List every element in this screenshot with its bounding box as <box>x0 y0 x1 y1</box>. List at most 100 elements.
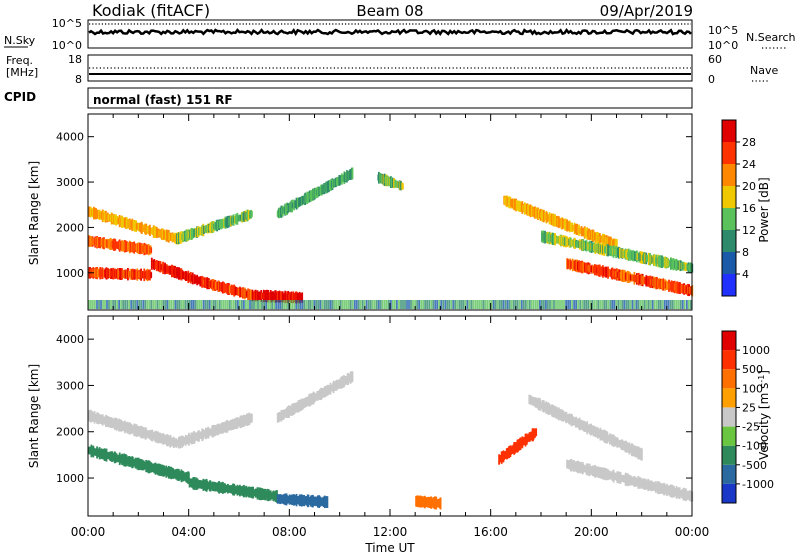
ground-scatter-cell <box>132 300 135 310</box>
nave-label: Nave <box>750 64 778 77</box>
ground-scatter-cell <box>124 300 126 310</box>
ground-scatter-cell <box>319 300 322 310</box>
ground-scatter-cell <box>444 300 447 310</box>
ground-scatter-cell <box>301 300 304 310</box>
ground-scatter-cell <box>92 300 94 310</box>
echo-cell <box>641 448 643 461</box>
noise-tick-top: 10^5 <box>52 17 82 30</box>
ground-scatter-cell <box>565 300 567 310</box>
ground-scatter-cell <box>170 300 173 310</box>
ground-scatter-cell <box>134 300 137 310</box>
power-panel: 1000 2000 3000 4000 Slant Range [km] 4 8 12 16… <box>27 113 771 311</box>
ground-scatter-cell <box>273 300 275 310</box>
ground-scatter-cell <box>309 300 312 310</box>
ground-scatter-cell <box>456 300 459 310</box>
ground-scatter-cell <box>573 300 575 310</box>
ground-scatter-cell <box>633 300 636 310</box>
ground-scatter-cell <box>625 300 628 310</box>
ground-scatter-cell <box>555 300 557 310</box>
y-tick-label: 1000 <box>56 267 84 280</box>
ground-scatter-cell <box>224 300 227 310</box>
ground-scatter-cell <box>569 300 571 310</box>
ground-scatter-cell <box>174 300 177 310</box>
ground-scatter-cell <box>530 300 533 310</box>
ground-scatter-cell <box>94 300 96 310</box>
ground-scatter-cell <box>398 300 400 310</box>
ground-scatter-cell <box>283 300 286 310</box>
ground-scatter-cell <box>446 300 449 310</box>
ground-scatter-cell <box>418 300 420 310</box>
ground-scatter-cell <box>581 300 584 310</box>
ground-scatter-cell <box>512 300 515 310</box>
velocity-y-axis-label: Slant Range [km] <box>27 364 41 468</box>
y-tick-label: 4000 <box>56 131 84 144</box>
ground-scatter-cell <box>484 300 487 310</box>
ground-scatter-cell <box>166 300 169 310</box>
ground-scatter-cell <box>271 300 273 310</box>
ground-scatter-cell <box>226 300 229 310</box>
ground-scatter-cell <box>128 300 131 310</box>
velocity-y-ticks: 1000 2000 3000 4000 <box>56 333 692 485</box>
colorbar-segment <box>722 120 736 142</box>
ground-scatter-cell <box>297 300 300 310</box>
colorbar-segment <box>722 445 736 465</box>
ground-scatter-cell <box>430 300 433 310</box>
ground-scatter-cell <box>188 300 191 310</box>
ground-scatter-cell <box>510 300 513 310</box>
ground-scatter-cell <box>158 300 161 310</box>
frequency-panel: Freq. [MHz] 18 8 60 0 Nave <box>6 53 778 86</box>
ground-scatter-cell <box>351 300 354 310</box>
ground-scatter-cell <box>394 300 396 310</box>
ground-scatter-cell <box>402 300 404 310</box>
x-tick-label: 00:00 <box>71 525 106 539</box>
ground-scatter-cell <box>267 300 269 310</box>
ground-scatter-cell <box>182 300 185 310</box>
ground-scatter-cell <box>549 300 551 310</box>
echo-cell <box>439 497 442 510</box>
ground-scatter-cell <box>436 300 439 310</box>
ground-scatter-cell <box>180 300 183 310</box>
ground-scatter-cell <box>196 300 199 310</box>
x-tick-label: 00:00 <box>675 525 710 539</box>
ground-scatter-cell <box>663 300 666 310</box>
colorbar-tick-label: 20 <box>742 180 756 193</box>
x-axis-labels: 00:00 04:00 08:00 12:00 16:00 20:00 00:00 <box>71 525 710 539</box>
ground-scatter-cell <box>122 300 124 310</box>
ground-scatter-cell <box>559 300 561 310</box>
noise-sky-line <box>88 28 692 37</box>
ground-scatter-cell <box>353 300 356 310</box>
ground-scatter-cell <box>480 300 483 310</box>
colorbar-tick-label: 16 <box>742 202 756 215</box>
ground-scatter-cell <box>299 300 302 310</box>
ground-scatter-cell <box>255 300 257 310</box>
x-tick-label: 04:00 <box>171 525 206 539</box>
ground-scatter-cell <box>329 300 332 310</box>
velocity-x-ticks <box>87 316 693 516</box>
ground-scatter-cell <box>277 300 280 310</box>
colorbar-tick-label: -100 <box>742 440 767 453</box>
ground-scatter-cell <box>343 300 346 310</box>
y-tick-label: 3000 <box>56 176 84 189</box>
ground-scatter-cell <box>591 300 594 310</box>
ground-scatter-cell <box>178 300 181 310</box>
ground-scatter-cell <box>303 300 306 310</box>
ground-scatter-cell <box>603 300 606 310</box>
ground-scatter-cell <box>601 300 604 310</box>
ground-scatter-cell <box>498 300 501 310</box>
velocity-panel: 1000 2000 3000 4000 Slant Range [km] 1000 50… <box>27 315 774 517</box>
colorbar-segment <box>722 274 736 296</box>
colorbar-tick-label: 28 <box>742 136 756 149</box>
ground-scatter-cell <box>416 300 418 310</box>
colorbar-segment <box>722 350 736 370</box>
ground-scatter-cell <box>486 300 489 310</box>
ground-scatter-cell <box>641 300 644 310</box>
power-y-axis-label: Slant Range [km] <box>27 161 41 265</box>
freq-tick-bottom: 8 <box>75 73 82 86</box>
ground-scatter-cell <box>233 300 235 310</box>
ground-scatter-cell <box>144 300 147 310</box>
ground-scatter-cell <box>553 300 555 310</box>
ground-scatter-cell <box>120 300 122 310</box>
ground-scatter-cell <box>547 300 549 310</box>
ground-scatter-cell <box>192 300 195 310</box>
colorbar-segment <box>722 186 736 208</box>
